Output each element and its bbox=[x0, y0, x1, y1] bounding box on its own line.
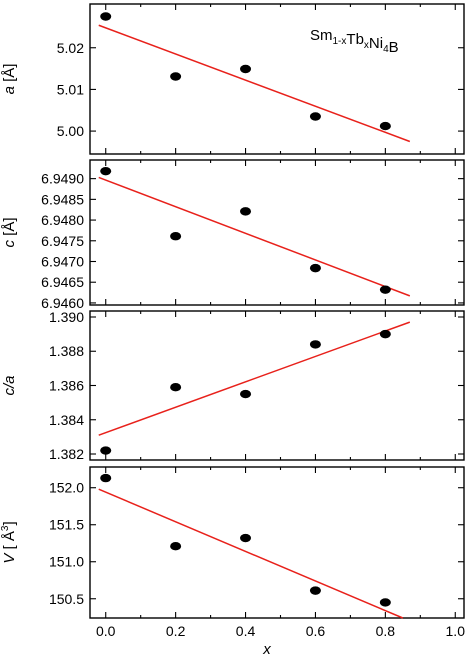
y-axis-var: c/a bbox=[1, 375, 18, 395]
y-tick-label: 1.384 bbox=[49, 412, 84, 428]
y-axis-var: V bbox=[1, 552, 18, 564]
data-point bbox=[379, 329, 391, 339]
data-point bbox=[240, 533, 252, 543]
data-point bbox=[100, 166, 112, 176]
formula-text: Tb bbox=[346, 31, 364, 48]
plot-frame bbox=[89, 466, 465, 619]
formula-subscript: 4 bbox=[383, 44, 389, 55]
y-tick-label: 150.5 bbox=[49, 591, 84, 607]
y-axis-label: a [Å] bbox=[1, 64, 18, 95]
y-tick-label: 1.386 bbox=[49, 378, 84, 394]
data-point bbox=[170, 383, 182, 392]
data-point bbox=[309, 586, 321, 595]
data-point bbox=[170, 232, 182, 241]
x-tick-label: 1.0 bbox=[446, 623, 466, 639]
y-tick-label: 5.00 bbox=[57, 123, 84, 139]
y-tick-label: 6.9485 bbox=[41, 191, 84, 207]
data-point bbox=[100, 446, 112, 455]
y-tick-label: 6.9470 bbox=[41, 254, 84, 270]
y-tick-label: 152.0 bbox=[49, 480, 84, 496]
data-point bbox=[379, 598, 391, 607]
data-point bbox=[100, 473, 112, 483]
data-point bbox=[170, 542, 182, 551]
linear-fit-line bbox=[98, 24, 411, 143]
y-tick-label: 6.9460 bbox=[41, 295, 84, 311]
y-axis-unit: [Å] bbox=[1, 217, 18, 240]
compound-formula-annotation: Sm1-xTbxNi4B bbox=[310, 27, 399, 56]
data-point bbox=[309, 112, 321, 121]
y-axis-var: c bbox=[1, 240, 18, 248]
data-point bbox=[170, 72, 182, 81]
data-point bbox=[309, 263, 321, 273]
formula-text: Sm bbox=[310, 27, 333, 44]
x-tick-label: 0.4 bbox=[236, 623, 256, 639]
x-tick-label: 0.6 bbox=[306, 623, 326, 639]
y-tick-label: 6.9465 bbox=[41, 274, 84, 290]
y-tick-label: 5.01 bbox=[57, 81, 84, 97]
linear-fit-line bbox=[98, 321, 411, 436]
formula-subscript: 1-x bbox=[333, 36, 347, 47]
y-tick-label: 6.9480 bbox=[41, 212, 84, 228]
x-tick-label: 0.2 bbox=[166, 623, 186, 639]
plot-frame bbox=[89, 159, 465, 306]
plot-frame bbox=[89, 310, 465, 461]
panel-1: 5.00 5.01 5.02 a [Å] Sm1-xTbxNi4B bbox=[1, 3, 465, 155]
y-axis-unit: [ Å bbox=[1, 531, 18, 554]
x-tick-label: 0.8 bbox=[376, 623, 396, 639]
y-tick-label: 1.390 bbox=[49, 309, 84, 325]
data-point bbox=[309, 340, 321, 349]
panel-4: 150.5 151.0 151.5 152.0 V [ Å3] bbox=[0, 466, 465, 619]
y-axis-label: c/a bbox=[1, 375, 18, 395]
y-tick-label: 6.9490 bbox=[41, 171, 84, 187]
y-axis-label: V [ Å3] bbox=[0, 521, 18, 563]
y-axis-unit: [Å] bbox=[1, 64, 18, 87]
y-axis-label: c [Å] bbox=[1, 217, 18, 247]
y-tick-label: 5.02 bbox=[57, 40, 84, 56]
y-axis-var: a bbox=[1, 86, 18, 94]
data-point bbox=[100, 12, 112, 21]
x-axis-label: x bbox=[262, 641, 271, 658]
formula-text: Ni bbox=[369, 35, 383, 52]
y-axis-unit-exponent: 3 bbox=[0, 525, 11, 531]
data-point bbox=[379, 121, 391, 131]
data-point bbox=[240, 64, 252, 74]
y-tick-label: 1.388 bbox=[49, 343, 84, 359]
panel-3: 1.382 1.384 1.386 1.388 1.390 c/a bbox=[1, 309, 465, 462]
linear-fit-line bbox=[98, 488, 404, 619]
y-axis-unit-close: ] bbox=[1, 521, 18, 525]
y-tick-label: 151.5 bbox=[49, 517, 84, 533]
y-tick-label: 6.9475 bbox=[41, 233, 84, 249]
linear-fit-line bbox=[98, 176, 411, 297]
panel-2: 6.9460 6.9465 6.9470 6.9475 6.9480 6.9485 6.94… bbox=[1, 159, 465, 311]
formula-text: B bbox=[389, 39, 399, 56]
y-tick-label: 151.0 bbox=[49, 554, 84, 570]
data-point bbox=[379, 285, 391, 294]
x-tick-label: 0.0 bbox=[96, 623, 116, 639]
y-tick-label: 1.382 bbox=[49, 446, 84, 462]
data-point bbox=[240, 207, 252, 216]
plot-frame bbox=[89, 3, 465, 155]
data-point bbox=[240, 389, 252, 399]
formula-subscript: x bbox=[364, 40, 369, 51]
